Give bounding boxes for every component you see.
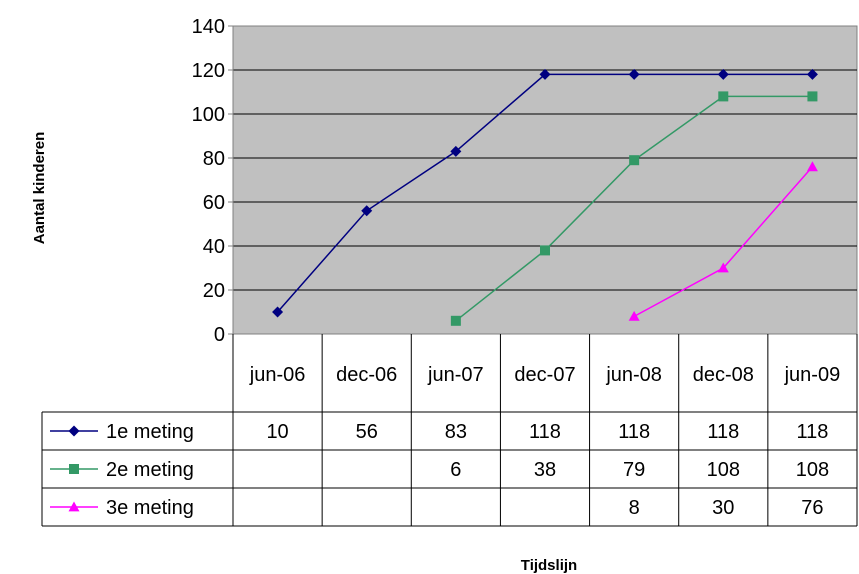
data-label: 10 (266, 421, 288, 443)
data-label: 83 (445, 421, 467, 443)
data-label: 76 (801, 497, 823, 519)
data-label: 6 (450, 459, 461, 481)
data-point (718, 91, 729, 102)
data-point (628, 68, 640, 80)
legend-series-name: 3e meting (106, 497, 194, 519)
y-tick-label: 80 (203, 148, 225, 170)
data-label: 79 (623, 459, 645, 481)
data-table-rows: 1e meting 10 56 83 118 118 118 118 2e meting 6 38 7… (50, 421, 829, 519)
x-tick-label: dec-08 (693, 364, 754, 386)
x-tick-label: dec-06 (336, 364, 397, 386)
data-label: 8 (629, 497, 640, 519)
x-axis-title: Tijdslijn (521, 557, 577, 574)
data-label: 118 (796, 421, 828, 443)
data-point (540, 245, 550, 256)
legend-key-marker (69, 464, 79, 474)
data-point (539, 68, 551, 80)
data-point (717, 262, 729, 273)
data-table-lines (41, 334, 858, 527)
y-axis-title: Aantal kinderen (31, 132, 48, 245)
y-tick-label: 20 (203, 280, 225, 302)
category-labels: jun-06 dec-06 jun-07 dec-07 jun-08 dec-08 jun-… (249, 364, 840, 386)
x-tick-label: jun-06 (249, 364, 306, 386)
x-tick-label: jun-08 (605, 364, 662, 386)
legend-series-name: 1e meting (106, 421, 194, 443)
data-point (450, 315, 461, 326)
y-axis-ticks: 0 20 40 60 80 100 120 140 (192, 16, 234, 346)
y-tick-label: 40 (203, 236, 225, 258)
data-label: 118 (707, 421, 739, 443)
data-label: 118 (618, 421, 650, 443)
legend-key-marker (68, 501, 80, 512)
y-tick-label: 60 (203, 192, 225, 214)
data-label: 108 (707, 459, 740, 481)
data-point (450, 145, 462, 157)
x-tick-label: dec-07 (514, 364, 575, 386)
data-point (806, 161, 818, 172)
y-tick-label: 100 (192, 104, 225, 126)
data-label: 56 (356, 421, 378, 443)
data-label: 108 (796, 459, 829, 481)
data-point (628, 310, 640, 321)
data-point (717, 68, 729, 80)
y-tick-label: 0 (214, 324, 225, 346)
y-tick-label: 140 (192, 16, 225, 38)
legend-key-marker (68, 425, 80, 437)
data-label: 118 (529, 421, 561, 443)
data-point (806, 68, 818, 80)
legend-series-name: 2e meting (106, 459, 194, 481)
series-markers (272, 68, 818, 326)
data-label: 30 (712, 497, 734, 519)
data-point (807, 91, 818, 102)
y-tick-label: 120 (192, 60, 225, 82)
x-tick-label: jun-09 (784, 364, 841, 386)
data-point (272, 306, 284, 318)
x-tick-label: jun-07 (427, 364, 484, 386)
data-point (361, 205, 373, 217)
data-label: 38 (534, 459, 556, 481)
data-point (629, 155, 640, 166)
